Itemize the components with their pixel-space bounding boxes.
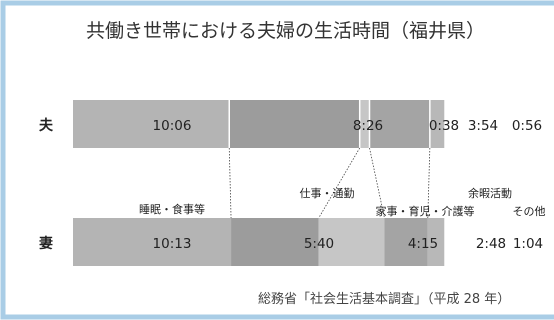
data-label: 0:38 (429, 118, 459, 134)
connector-line (427, 147, 431, 219)
source-note: 総務省「社会生活基本調査」（平成 28 年） (258, 291, 510, 307)
data-label: 2:48 (476, 236, 506, 252)
data-label: 1:04 (513, 236, 543, 252)
bar-segment (384, 218, 428, 266)
chart-title: 共働き世帯における夫婦の生活時間（福井県） (86, 20, 485, 42)
connector-line (228, 147, 232, 219)
legend-label: その他 (513, 205, 546, 218)
category-label: 妻 (39, 235, 53, 252)
bar-segment (73, 100, 230, 148)
bar-segment (73, 218, 232, 266)
data-label: 8:26 (353, 118, 383, 134)
data-label: 10:06 (153, 118, 192, 134)
data-label: 3:54 (468, 118, 498, 134)
category-label: 夫 (39, 117, 54, 134)
legend-label: 余暇活動 (468, 186, 512, 200)
bar-segment (318, 218, 385, 266)
data-label: 5:40 (304, 236, 334, 252)
plot-area: 夫妻 10:06 10:13 8:26 5:40 0:38 4:15 3:54 2:48 0:56… (39, 100, 546, 266)
bar-segment (231, 218, 319, 266)
bar-segment (429, 100, 445, 148)
legend-label: 家事・育児・介護等 (376, 204, 475, 218)
data-label: 10:13 (153, 236, 192, 252)
data-label: 4:15 (408, 236, 438, 252)
bar-segment (229, 100, 360, 148)
data-label: 0:56 (512, 118, 542, 134)
bar-segment (427, 218, 445, 266)
bar-segment (359, 100, 370, 148)
bar-segment (369, 100, 430, 148)
legend-label: 睡眠・食事等 (139, 202, 205, 216)
legend-label: 仕事・通勤 (300, 187, 355, 200)
